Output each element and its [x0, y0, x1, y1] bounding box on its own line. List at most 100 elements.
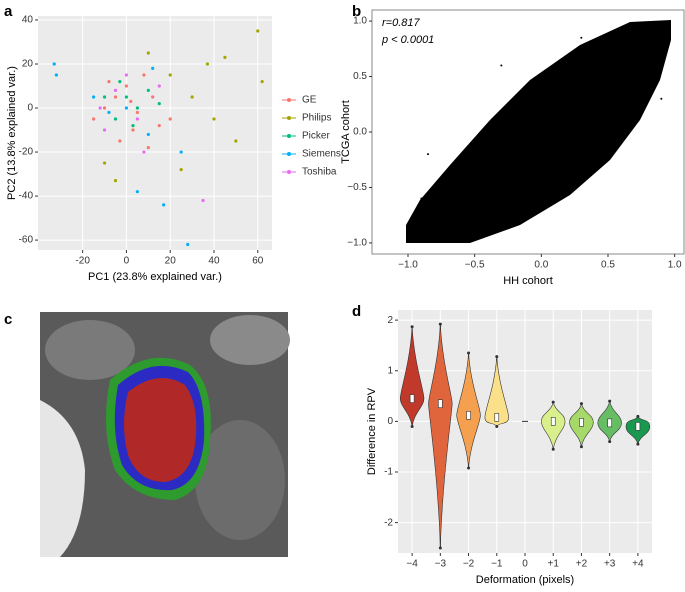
y-tick-label: 20 — [22, 59, 34, 70]
median-box — [494, 413, 500, 422]
outlier — [467, 351, 471, 355]
outlier — [579, 445, 583, 449]
median-box — [466, 410, 471, 420]
median-box — [438, 399, 443, 408]
outlier — [495, 424, 499, 428]
point — [102, 161, 107, 165]
outlier — [467, 466, 471, 470]
point — [500, 64, 503, 67]
point — [124, 73, 129, 77]
legend-label: Philips — [302, 113, 331, 124]
point — [157, 102, 161, 106]
point — [151, 66, 155, 70]
x-tick-label: +1 — [548, 559, 560, 570]
x-tick-label: 60 — [252, 256, 264, 267]
median-box — [409, 394, 415, 403]
outlier — [579, 402, 583, 406]
ct-image — [40, 312, 290, 557]
point-cloud — [406, 20, 671, 243]
y-tick-label: 1 — [387, 365, 393, 376]
point — [118, 79, 122, 84]
point — [157, 124, 161, 128]
point — [135, 117, 139, 121]
legend-label: Toshiba — [302, 167, 337, 178]
x-tick-label: 0 — [124, 256, 130, 267]
point — [212, 117, 216, 121]
panel-label: a — [4, 3, 13, 20]
point — [91, 117, 96, 121]
y-tick-label: -1 — [384, 467, 393, 478]
outlier — [608, 399, 612, 403]
point — [142, 150, 146, 154]
outlier — [438, 546, 442, 550]
point — [420, 197, 423, 200]
point — [131, 128, 135, 132]
legend-key — [287, 98, 291, 102]
point — [540, 142, 543, 145]
annotation: p < 0.0001 — [381, 34, 434, 46]
outlier — [410, 325, 414, 329]
panel-label: d — [352, 303, 361, 320]
plot-background — [38, 16, 272, 250]
x-tick-label: 20 — [165, 256, 177, 267]
x-tick-label: 0.0 — [534, 260, 548, 271]
point — [54, 73, 58, 77]
point — [593, 119, 596, 122]
point — [124, 106, 129, 110]
point — [667, 22, 669, 25]
point — [118, 139, 122, 143]
point — [113, 179, 118, 183]
point — [567, 81, 569, 84]
point — [113, 88, 118, 93]
x-tick-label: −0.5 — [465, 260, 485, 271]
point — [151, 95, 155, 99]
y-tick-label: 2 — [387, 315, 393, 326]
y-tick-label: 0 — [387, 416, 393, 427]
x-tick-label: 40 — [208, 256, 220, 267]
point — [102, 95, 107, 99]
x-axis-title: Deformation (pixels) — [476, 574, 574, 586]
point — [131, 124, 135, 128]
legend-key — [287, 134, 291, 138]
point — [186, 242, 190, 247]
point — [460, 164, 463, 167]
legend-label: GE — [302, 95, 317, 106]
y-tick-label: 40 — [22, 15, 34, 26]
x-tick-label: −1.0 — [398, 260, 418, 271]
point — [179, 168, 183, 172]
point — [223, 55, 227, 59]
x-tick-label: +3 — [604, 559, 616, 570]
point — [201, 198, 205, 203]
point — [553, 197, 556, 200]
outlier — [438, 322, 442, 326]
x-tick-label: −4 — [406, 559, 418, 570]
point — [146, 132, 150, 137]
y-tick-label: −1.0 — [347, 238, 367, 249]
x-tick-label: −3 — [435, 559, 447, 570]
median-box — [635, 422, 641, 431]
point — [124, 95, 129, 99]
y-tick-label: 1.0 — [353, 16, 367, 27]
point — [256, 29, 260, 33]
point — [107, 110, 111, 115]
point — [124, 84, 129, 88]
point — [135, 190, 139, 194]
x-tick-label: −2 — [463, 559, 475, 570]
outlier — [495, 355, 499, 359]
point — [234, 139, 238, 143]
point — [146, 51, 150, 55]
outlier — [636, 414, 640, 418]
legend-key — [287, 116, 291, 120]
point — [168, 117, 172, 121]
x-tick-label: 0.5 — [601, 260, 615, 271]
point — [113, 95, 118, 99]
x-tick-label: +4 — [632, 559, 644, 570]
y-tick-label: -2 — [384, 517, 393, 528]
y-axis-title: Difference in RPV — [366, 387, 378, 475]
point — [427, 153, 429, 156]
point — [620, 53, 623, 56]
legend-label: Siemens — [302, 149, 341, 160]
y-tick-label: 0 — [27, 103, 33, 114]
